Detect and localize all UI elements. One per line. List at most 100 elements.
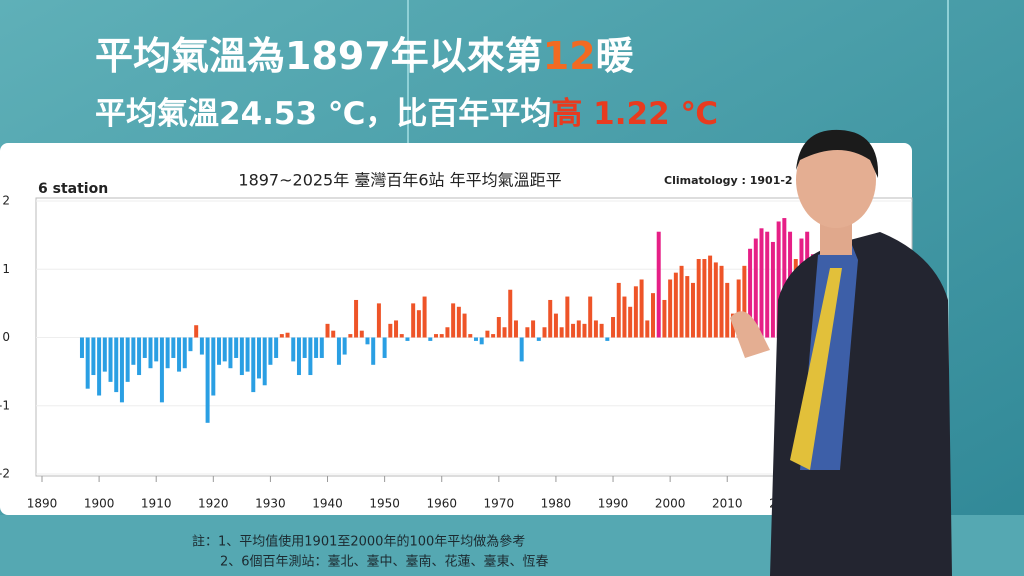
bar <box>182 337 187 369</box>
bar <box>262 337 267 386</box>
x-tick-label: 1950 <box>369 497 400 511</box>
bar <box>622 296 627 338</box>
bar <box>765 231 770 338</box>
bar <box>376 303 381 338</box>
bar <box>274 337 279 358</box>
bar <box>308 337 313 376</box>
bar <box>770 241 775 338</box>
bar <box>405 337 410 341</box>
bar <box>211 337 216 396</box>
x-tick-label: 1970 <box>484 497 515 511</box>
bar <box>97 337 102 396</box>
bar <box>251 337 256 393</box>
bar <box>245 337 250 372</box>
bar <box>125 337 130 382</box>
bar <box>508 289 513 338</box>
bar <box>525 327 530 338</box>
bar <box>268 337 273 365</box>
bar <box>296 337 301 376</box>
bar <box>628 306 633 338</box>
bar <box>388 323 393 338</box>
bar <box>411 303 416 338</box>
bar <box>582 323 587 338</box>
bar <box>645 320 650 338</box>
bar <box>194 325 199 338</box>
chart-title: 1897~2025年 臺灣百年6站 年平均氣溫距平 <box>238 171 561 190</box>
y-tick-label: 0 <box>2 330 10 344</box>
x-tick-label: 1980 <box>541 497 572 511</box>
suit <box>770 232 952 576</box>
y-tick-label: -2 <box>0 467 10 481</box>
bar <box>479 337 484 345</box>
bar <box>713 262 718 338</box>
bar <box>679 265 684 338</box>
bar <box>616 282 621 338</box>
bar <box>531 320 536 338</box>
bar <box>165 337 170 369</box>
bar <box>439 334 444 338</box>
bar <box>394 320 399 338</box>
bar <box>422 296 427 338</box>
bar <box>348 334 353 338</box>
x-tick-label: 1910 <box>141 497 172 511</box>
bar <box>593 320 598 338</box>
climatology: Climatology : 1901-2 <box>664 174 793 187</box>
tie <box>790 268 842 470</box>
chart-panel <box>0 143 912 515</box>
x-tick-label: 2010 <box>712 497 743 511</box>
bar <box>748 248 753 338</box>
subheadline: 平均氣溫24.53 ℃，比百年平均高 1.22 ℃ <box>95 96 718 132</box>
bar <box>142 337 147 358</box>
bar <box>279 334 284 338</box>
bar <box>416 310 421 338</box>
x-tick-label: 2000 <box>655 497 686 511</box>
x-tick-label: 1960 <box>426 497 457 511</box>
bar <box>776 221 781 338</box>
bar <box>696 259 701 338</box>
bar <box>91 337 96 376</box>
bar <box>177 337 182 372</box>
x-tick-label: 1930 <box>255 497 286 511</box>
bar <box>673 272 678 338</box>
bar <box>119 337 124 403</box>
bar <box>736 279 741 338</box>
presenter <box>730 129 952 576</box>
bar <box>102 337 107 372</box>
bar <box>502 327 507 338</box>
bar <box>382 337 387 358</box>
bar <box>685 276 690 338</box>
bar <box>434 334 439 338</box>
bar <box>708 255 713 338</box>
bar <box>611 317 616 338</box>
y-tick-label: 1 <box>2 262 10 276</box>
bar <box>217 337 222 365</box>
bar <box>137 337 142 376</box>
bar <box>365 337 370 345</box>
bar <box>719 265 724 338</box>
bar <box>331 330 336 338</box>
head <box>796 132 876 228</box>
y-tick-label: -1 <box>0 398 10 412</box>
bar <box>371 337 376 365</box>
bar <box>668 279 673 338</box>
bar <box>559 327 564 338</box>
bar <box>651 293 656 338</box>
bar <box>782 218 787 338</box>
bar <box>199 337 204 355</box>
bar <box>639 279 644 338</box>
bar <box>359 330 364 338</box>
bar <box>159 337 164 403</box>
bar <box>234 337 239 358</box>
y-tick-label: 2 <box>2 194 10 208</box>
x-tick-label: 1890 <box>27 497 58 511</box>
subheadline-highlight: 高 1.22 ℃ <box>551 96 718 132</box>
bar <box>336 337 341 365</box>
bar <box>576 320 581 338</box>
bar <box>690 282 695 338</box>
bar <box>468 334 473 338</box>
bar <box>302 337 307 358</box>
bar <box>256 337 261 379</box>
bar <box>85 337 90 389</box>
bar <box>553 313 558 338</box>
